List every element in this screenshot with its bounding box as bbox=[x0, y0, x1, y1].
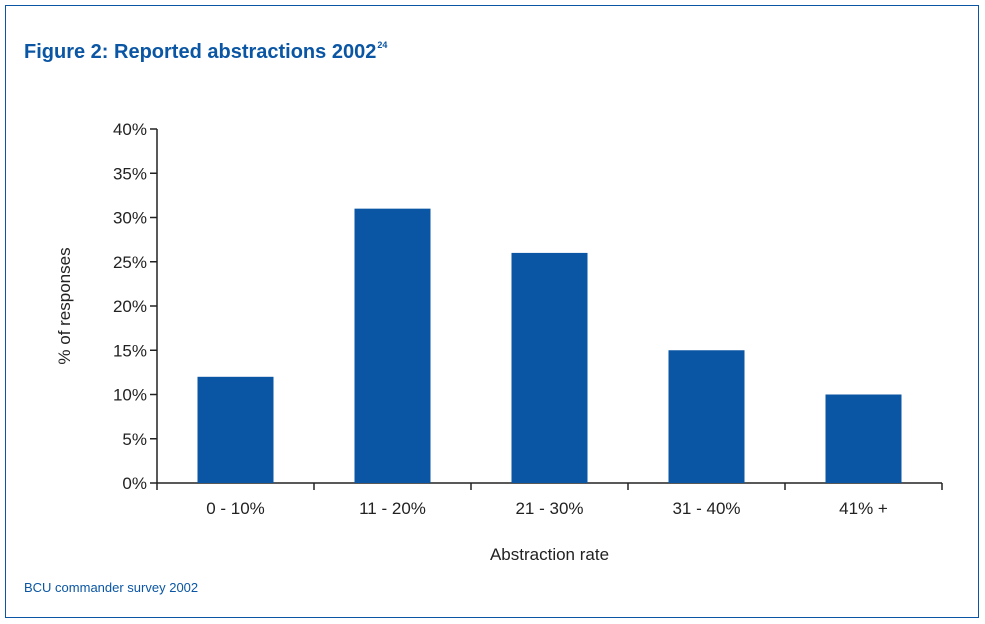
y-axis: 0% 5% 10% 15% 20% 25% 30% 35% 40% bbox=[113, 120, 158, 493]
source-note: BCU commander survey 2002 bbox=[24, 580, 199, 595]
bar bbox=[668, 350, 745, 483]
y-tick-label: 40% bbox=[113, 120, 147, 139]
bar bbox=[354, 208, 431, 483]
x-tick-label: 21 - 30% bbox=[515, 499, 583, 518]
y-tick-label: 30% bbox=[113, 209, 147, 228]
title-footnote-ref: 24 bbox=[377, 40, 388, 50]
x-tick-label: 41% + bbox=[839, 499, 888, 518]
x-axis-label: Abstraction rate bbox=[490, 545, 609, 564]
y-tick-label: 25% bbox=[113, 253, 147, 272]
figure-title-text: Figure 2: Reported abstractions 2002 bbox=[24, 41, 377, 63]
bar bbox=[197, 376, 274, 483]
x-tick-label: 11 - 20% bbox=[359, 499, 426, 518]
bars bbox=[197, 208, 902, 483]
x-tick-label: 31 - 40% bbox=[672, 499, 740, 518]
bar bbox=[825, 394, 902, 483]
y-tick-label: 15% bbox=[113, 341, 147, 360]
bar bbox=[511, 252, 588, 483]
y-tick-label: 0% bbox=[122, 474, 147, 493]
x-axis: 0 - 10% 11 - 20% 21 - 30% 31 - 40% 41% + bbox=[156, 482, 943, 518]
x-tick-label: 0 - 10% bbox=[206, 499, 265, 518]
y-tick-label: 35% bbox=[113, 164, 147, 183]
y-tick-label: 10% bbox=[113, 386, 147, 405]
figure-frame bbox=[5, 5, 979, 618]
y-axis-label: % of responses bbox=[55, 247, 74, 364]
y-tick-label: 5% bbox=[122, 430, 147, 449]
y-tick-label: 20% bbox=[113, 297, 147, 316]
figure-title: Figure 2: Reported abstractions 200224 bbox=[24, 40, 387, 64]
